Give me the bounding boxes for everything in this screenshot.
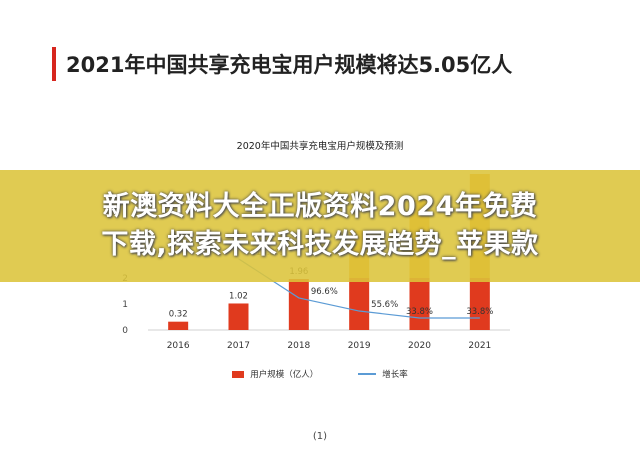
growth-value-label: 55.6% [371, 300, 398, 310]
growth-value-label: 33.8% [406, 307, 433, 317]
header-accent-bar [52, 47, 56, 81]
growth-line [238, 258, 480, 319]
chart-legend: 用户规模（亿人） 增长率 [0, 368, 640, 380]
chart-title: 2020年中国共享充电宝用户规模及预测 [236, 141, 404, 152]
legend-bar-label: 用户规模（亿人） [250, 370, 319, 380]
bar [168, 321, 189, 330]
x-tick-label: 2016 [167, 341, 190, 351]
legend-line-swatch [358, 373, 377, 375]
bar-lower [349, 278, 370, 330]
bar-lower [469, 278, 490, 330]
bar-lower [409, 278, 430, 330]
legend-line-label: 增长率 [382, 370, 408, 380]
bar [228, 303, 249, 330]
x-tick-label: 2019 [348, 341, 371, 351]
overlay-line-1: 新澳资料大全正版资料2024年免费 [102, 191, 538, 222]
growth-value-label: 96.6% [311, 287, 338, 297]
headline-overlay-banner: 新澳资料大全正版资料2024年免费 下载,探索未来科技发展趋势_苹果款 [0, 170, 640, 282]
x-tick-label: 2017 [227, 341, 250, 351]
bar-value-label: 0.32 [169, 310, 188, 320]
y-tick-label: 1 [122, 300, 128, 310]
x-tick-label: 2020 [408, 341, 431, 351]
y-tick-label: 0 [122, 326, 128, 336]
footnote: (1) [312, 431, 328, 442]
legend-bar-swatch [232, 370, 245, 378]
x-tick-label: 2021 [468, 341, 491, 351]
x-tick-label: 2018 [287, 341, 310, 351]
header-title: 2021年中国共享充电宝用户规模将达5.05亿人 [66, 53, 513, 77]
bar-value-label: 1.02 [229, 291, 248, 301]
chart-header: 2021年中国共享充电宝用户规模将达5.05亿人 [52, 44, 512, 84]
growth-value-label: 33.8% [466, 307, 493, 317]
overlay-line-2: 下载,探索未来科技发展趋势_苹果款 [101, 229, 539, 260]
legend-item-bar: 用户规模（亿人） [232, 368, 318, 380]
legend-item-line: 增长率 [358, 368, 408, 380]
bar [288, 279, 309, 330]
